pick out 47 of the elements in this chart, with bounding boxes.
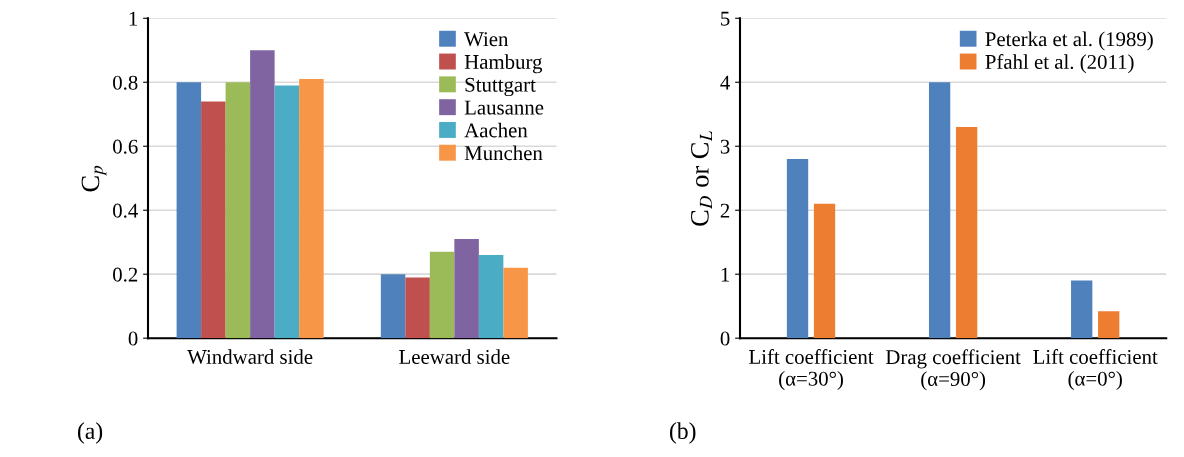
- bar: [478, 255, 504, 339]
- bar: [250, 50, 275, 339]
- legend-label: Hamburg: [464, 54, 543, 74]
- x-tick-label: Lift coefficient (α=30°): [749, 349, 874, 390]
- bar: [1098, 311, 1120, 339]
- x-tick-label: Lift coefficient (α=0°): [1033, 349, 1158, 390]
- legend-label: Pfahl et al. (2011): [985, 54, 1134, 74]
- bar: [405, 277, 430, 339]
- legend-label: Munchen: [464, 145, 543, 161]
- y-tick-label: 0.8: [113, 75, 138, 90]
- y-tick-label: 2: [720, 203, 730, 218]
- text: (b): [670, 422, 696, 444]
- y-axis-title: C$_{D}$ or C$_{L}$: [691, 130, 712, 226]
- legend-label: Peterka et al. (1989): [985, 31, 1153, 51]
- y-tick-label: 1: [129, 11, 138, 26]
- y-tick-label: 1: [721, 267, 730, 282]
- bar: [454, 239, 479, 339]
- legend-label: Wien: [464, 32, 509, 47]
- bar: [299, 79, 324, 339]
- legend-label: Aachen: [464, 122, 528, 138]
- bar: [786, 159, 809, 339]
- y-tick-label: 0.6: [113, 139, 138, 154]
- bar: [176, 82, 202, 339]
- y-tick-label: 4: [720, 75, 730, 90]
- y-tick-label: 5: [721, 11, 730, 26]
- legend-label: Lausanne: [464, 100, 544, 115]
- bar: [225, 82, 251, 339]
- bar: [201, 101, 226, 339]
- bar: [274, 85, 300, 339]
- bar: [380, 274, 406, 339]
- bar: [429, 251, 455, 339]
- y-axis-title: C$_{p}$: [81, 165, 107, 192]
- y-tick-label: 0.2: [113, 267, 138, 282]
- y-tick-label: 0.4: [113, 203, 138, 218]
- bar: [813, 203, 836, 339]
- bar: [955, 127, 978, 339]
- text: (a): [78, 422, 103, 444]
- bar: [928, 82, 951, 339]
- x-tick-label: Leeward side: [399, 349, 510, 364]
- y-tick-label: 0: [128, 331, 138, 346]
- x-tick-label: Drag coefficient (α=90°): [885, 349, 1021, 391]
- bar: [503, 267, 528, 339]
- y-tick-label: 0: [720, 331, 730, 346]
- y-tick-label: 3: [720, 139, 730, 154]
- bar: [1071, 280, 1093, 339]
- x-tick-label: Windward side: [187, 349, 313, 365]
- legend-label: Stuttgart: [465, 77, 536, 97]
